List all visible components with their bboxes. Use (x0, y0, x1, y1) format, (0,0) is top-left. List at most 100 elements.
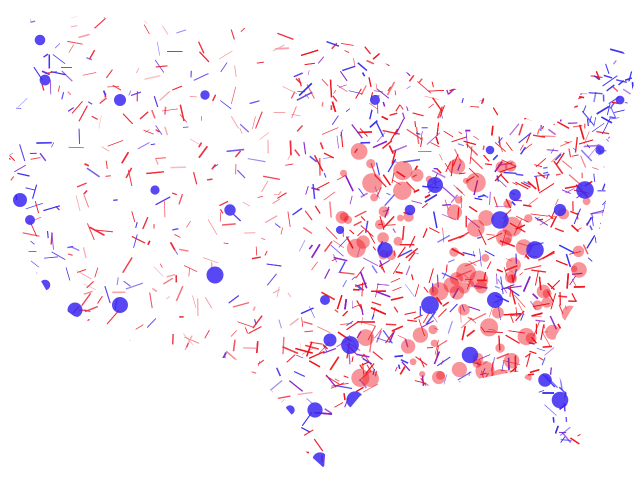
road (442, 186, 455, 198)
road (375, 283, 379, 298)
road (50, 71, 66, 76)
road (525, 254, 530, 260)
city (200, 90, 210, 100)
red-region (428, 324, 438, 335)
road (376, 132, 386, 143)
road (172, 227, 179, 231)
road (500, 284, 515, 290)
road (555, 260, 568, 266)
city (13, 193, 27, 207)
road (359, 128, 368, 137)
road (525, 352, 531, 367)
road (555, 198, 559, 206)
road (376, 284, 390, 286)
red-region (366, 159, 376, 169)
road (382, 329, 393, 344)
road (122, 257, 133, 274)
road (431, 283, 434, 293)
road (275, 47, 289, 50)
road (529, 368, 540, 374)
road (311, 261, 318, 271)
road (290, 91, 296, 99)
road (172, 85, 182, 91)
road (338, 236, 350, 248)
road (431, 169, 446, 179)
red-region (449, 247, 459, 257)
road (348, 90, 363, 95)
road (581, 110, 595, 126)
road (164, 126, 169, 136)
road (94, 267, 99, 278)
road (466, 280, 471, 290)
road (469, 146, 473, 165)
road (176, 29, 187, 34)
road (551, 280, 560, 289)
road (391, 172, 395, 184)
city (224, 204, 236, 216)
red-region (582, 197, 591, 206)
red-region (335, 211, 349, 224)
red-region (478, 210, 495, 226)
road (448, 88, 455, 95)
road (548, 214, 554, 220)
road (357, 230, 364, 237)
road (591, 213, 594, 227)
road (392, 179, 401, 185)
road (329, 79, 333, 98)
road (375, 162, 380, 176)
road (374, 186, 380, 199)
road (504, 285, 522, 290)
road (451, 136, 467, 143)
road (336, 174, 347, 181)
road (536, 347, 546, 352)
road (564, 305, 567, 310)
road (331, 101, 337, 113)
road (83, 193, 89, 208)
road (183, 333, 194, 346)
road (276, 286, 280, 298)
road (382, 129, 400, 135)
road (131, 211, 136, 223)
city (538, 373, 552, 387)
road (594, 237, 597, 243)
road (87, 101, 93, 105)
road (580, 155, 587, 168)
road (10, 176, 15, 181)
road (476, 361, 481, 366)
road (127, 169, 133, 187)
road (312, 184, 316, 199)
road (455, 269, 472, 278)
road (388, 145, 394, 154)
road (379, 264, 383, 270)
road (287, 292, 292, 298)
road (153, 96, 159, 108)
road (105, 160, 108, 169)
road (394, 354, 404, 358)
road (355, 88, 362, 99)
road (106, 310, 120, 325)
red-region (504, 160, 517, 172)
road (503, 267, 508, 277)
road (307, 70, 310, 76)
road (83, 283, 97, 291)
road (528, 342, 535, 345)
road (322, 156, 334, 159)
road (520, 146, 526, 155)
road (220, 62, 228, 72)
road (100, 95, 108, 102)
road (540, 324, 545, 341)
road (354, 283, 362, 291)
road (253, 319, 257, 325)
road (193, 73, 209, 81)
road (503, 171, 517, 175)
road (67, 107, 74, 112)
road (30, 240, 35, 245)
road (543, 166, 548, 169)
road (332, 95, 338, 102)
city (427, 177, 443, 193)
road (286, 354, 296, 363)
road (51, 142, 55, 148)
road (566, 273, 570, 289)
road (494, 161, 503, 173)
